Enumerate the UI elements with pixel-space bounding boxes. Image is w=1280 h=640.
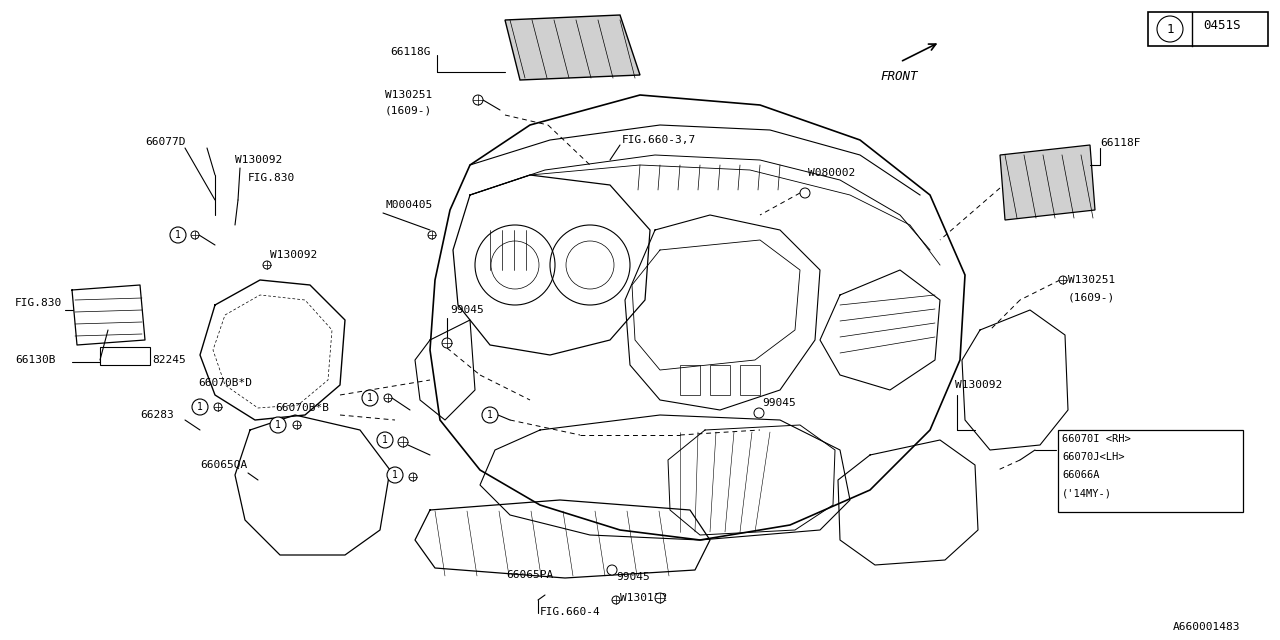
Text: W130092: W130092 [236,155,283,165]
Text: ('14MY-): ('14MY-) [1062,488,1112,498]
Text: 1: 1 [275,420,280,430]
Text: 1: 1 [381,435,388,445]
Text: M000405: M000405 [385,200,433,210]
Circle shape [655,593,666,603]
Text: 66118G: 66118G [390,47,430,57]
Circle shape [191,231,198,239]
Text: FIG.830: FIG.830 [15,298,63,308]
Text: 66130B: 66130B [15,355,55,365]
Text: 1: 1 [392,470,398,480]
Circle shape [428,231,436,239]
Circle shape [262,261,271,269]
Circle shape [1157,16,1183,42]
Circle shape [474,95,483,105]
Text: W130251: W130251 [1068,275,1115,285]
Circle shape [387,467,403,483]
Text: 1: 1 [197,402,204,412]
Circle shape [800,188,810,198]
Circle shape [192,399,209,415]
Text: W130251: W130251 [385,90,433,100]
Text: 1: 1 [488,410,493,420]
Text: FIG.660-4: FIG.660-4 [540,607,600,617]
Text: 99045: 99045 [762,398,796,408]
Text: 66077D: 66077D [145,137,186,147]
Text: 0451S: 0451S [1203,19,1240,32]
Text: (1609-): (1609-) [1068,292,1115,302]
Circle shape [754,408,764,418]
Text: (1609-): (1609-) [385,105,433,115]
Text: 66283: 66283 [140,410,174,420]
Text: W130112: W130112 [620,593,667,603]
Circle shape [293,421,301,429]
Text: W080002: W080002 [808,168,855,178]
Text: 66066A: 66066A [1062,470,1100,480]
Text: 1: 1 [1166,22,1174,35]
Text: 66070I <RH>: 66070I <RH> [1062,434,1130,444]
Circle shape [398,437,408,447]
Circle shape [1059,276,1068,284]
Text: 66070B*D: 66070B*D [198,378,252,388]
Text: 66065PA: 66065PA [507,570,554,580]
Text: 82245: 82245 [152,355,186,365]
Circle shape [378,432,393,448]
Circle shape [384,394,392,402]
Text: 66118F: 66118F [1100,138,1140,148]
Text: 66065QA: 66065QA [200,460,247,470]
Text: 99045: 99045 [451,305,484,315]
Polygon shape [1000,145,1094,220]
Circle shape [442,338,452,348]
Text: 1: 1 [367,393,372,403]
Text: 99045: 99045 [616,572,650,582]
Text: FRONT: FRONT [881,70,918,83]
Circle shape [214,403,221,411]
Circle shape [170,227,186,243]
Text: W130092: W130092 [955,380,1002,390]
Circle shape [270,417,285,433]
Polygon shape [506,15,640,80]
Circle shape [612,596,620,604]
Text: 66070B*B: 66070B*B [275,403,329,413]
Text: 66070J<LH>: 66070J<LH> [1062,452,1125,462]
Circle shape [362,390,378,406]
Text: A660001483: A660001483 [1172,622,1240,632]
Circle shape [607,565,617,575]
Circle shape [483,407,498,423]
Text: FIG.830: FIG.830 [248,173,296,183]
Text: W130092: W130092 [270,250,317,260]
Circle shape [410,473,417,481]
Text: 1: 1 [175,230,180,240]
Text: FIG.660-3,7: FIG.660-3,7 [622,135,696,145]
